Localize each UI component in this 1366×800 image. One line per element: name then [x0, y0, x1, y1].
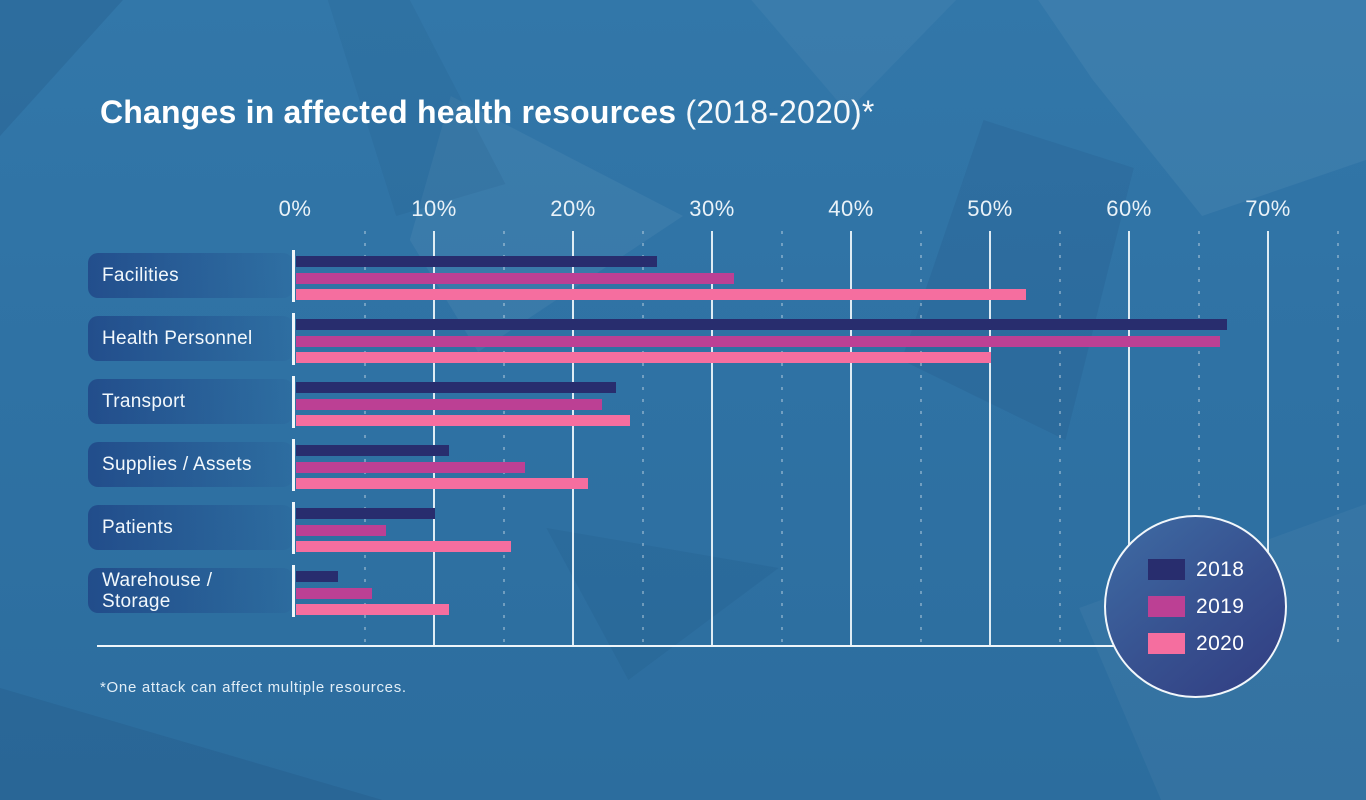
bar-2018	[296, 319, 1228, 330]
bar-2018	[296, 508, 435, 519]
bar-2018	[296, 445, 449, 456]
category-row: Supplies / Assets	[0, 439, 1366, 491]
bar-2019	[296, 398, 602, 410]
x-axis-tick-label: 20%	[550, 196, 596, 221]
major-gridline	[711, 231, 713, 647]
bar-2019	[296, 272, 734, 284]
x-axis-tick-label: 60%	[1106, 196, 1152, 221]
x-axis-tick-label: 70%	[1245, 196, 1291, 221]
category-pill	[88, 316, 293, 361]
legend-swatch-2020	[1148, 633, 1185, 654]
category-pill	[88, 568, 293, 613]
bar-2019	[296, 461, 526, 473]
zero-axis-segment	[292, 502, 295, 554]
footnote: *One attack can affect multiple resource…	[100, 679, 407, 696]
minor-gridline	[919, 231, 922, 647]
bar-2018	[296, 256, 658, 267]
x-axis-tick-label: 0%	[278, 196, 312, 221]
category-pill	[88, 505, 293, 550]
category-row: Facilities	[0, 250, 1366, 302]
legend-item: 2018	[1148, 558, 1244, 582]
category-pill	[88, 379, 293, 424]
category-label: Transport	[102, 391, 186, 412]
legend-item: 2020	[1148, 632, 1244, 656]
category-row: Patients	[0, 502, 1366, 554]
major-gridline	[850, 231, 852, 647]
bar-2019	[296, 524, 387, 536]
minor-gridline	[502, 231, 505, 647]
category-pill	[88, 442, 293, 487]
minor-gridline	[780, 231, 783, 647]
category-label: Warehouse / Storage	[102, 569, 213, 612]
zero-axis-segment	[292, 250, 295, 302]
minor-gridline	[641, 231, 644, 647]
x-axis-tick-label: 50%	[967, 196, 1013, 221]
category-row: Transport	[0, 376, 1366, 428]
zero-axis-segment	[292, 376, 295, 428]
legend-label: 2018	[1196, 557, 1245, 581]
legend-label: 2020	[1196, 631, 1245, 655]
x-axis-baseline	[97, 645, 1268, 647]
zero-axis-segment	[292, 313, 295, 365]
legend-swatch-2018	[1148, 559, 1185, 580]
category-label: Supplies / Assets	[102, 454, 252, 475]
major-gridline	[572, 231, 574, 647]
x-axis-tick-label: 40%	[828, 196, 874, 221]
major-gridline	[1128, 231, 1130, 647]
legend-swatch-2019	[1148, 596, 1185, 617]
major-gridline	[1267, 231, 1269, 647]
category-label: Patients	[102, 517, 174, 538]
minor-gridline	[1058, 231, 1061, 647]
chart-title-main: Changes in affected health resources	[100, 94, 677, 130]
legend-label: 2019	[1196, 594, 1245, 618]
legend-item: 2019	[1148, 595, 1244, 619]
major-gridline	[989, 231, 991, 647]
category-label: Health Personnel	[102, 328, 253, 349]
category-label: Facilities	[102, 265, 179, 286]
minor-gridline	[1197, 231, 1200, 647]
zero-axis-segment	[292, 565, 295, 617]
x-axis-tick-label: 10%	[411, 196, 457, 221]
bar-2020	[296, 289, 1026, 300]
bar-2020	[296, 541, 512, 552]
zero-axis-segment	[292, 439, 295, 491]
bar-2020	[296, 415, 630, 426]
x-axis-tick-label: 30%	[689, 196, 735, 221]
bar-2020	[296, 604, 449, 615]
bar-2020	[296, 478, 588, 489]
category-row: Warehouse / Storage	[0, 565, 1366, 617]
bar-2018	[296, 382, 616, 393]
category-pill	[88, 253, 293, 298]
bar-2020	[296, 352, 991, 363]
bar-2019	[296, 335, 1221, 347]
chart-title-suffix: (2018-2020)*	[685, 94, 875, 130]
legend: 2018 2019 2020	[1104, 515, 1287, 698]
bar-2019	[296, 587, 373, 599]
minor-gridline	[1336, 231, 1339, 647]
chart-title: Changes in affected health resources (20…	[100, 94, 875, 131]
category-row: Health Personnel	[0, 313, 1366, 365]
bar-2018	[296, 571, 338, 582]
major-gridline	[433, 231, 435, 647]
minor-gridline	[363, 231, 366, 647]
